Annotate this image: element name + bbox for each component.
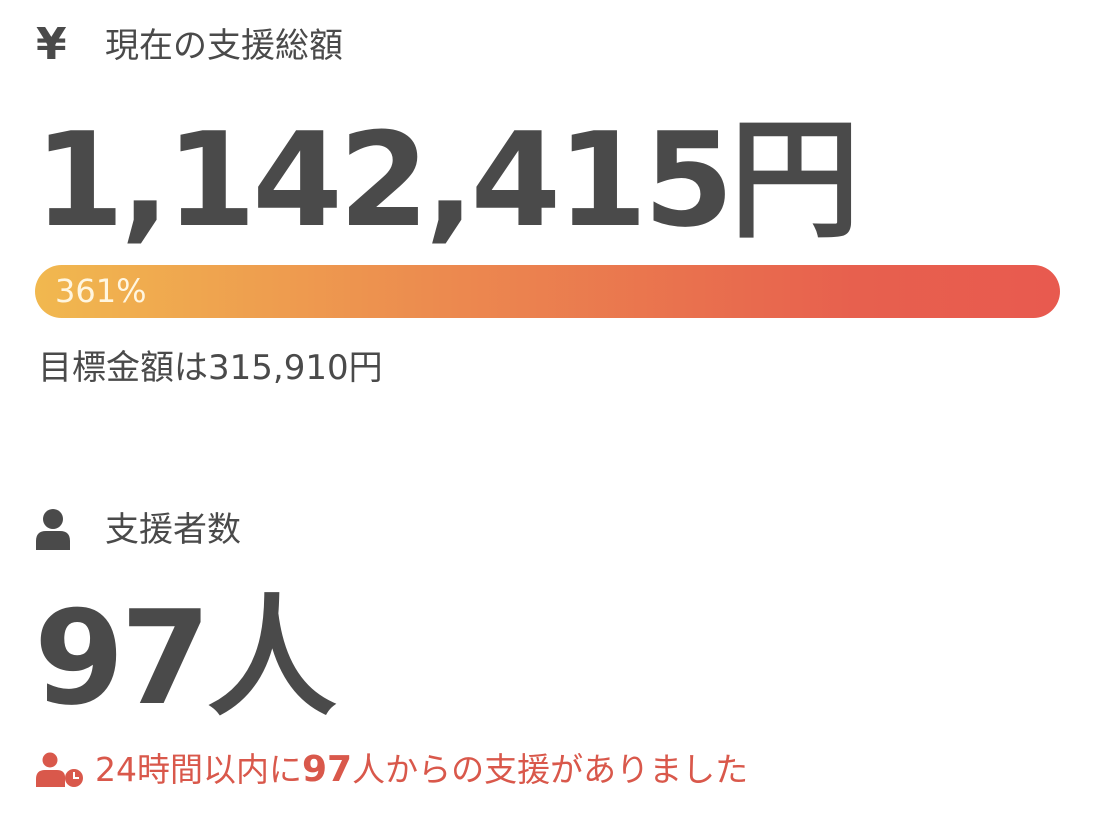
total-amount: 1,142,415円 bbox=[34, 104, 860, 256]
person-icon bbox=[35, 508, 71, 550]
yen-icon: ¥ bbox=[36, 19, 67, 70]
target-amount: 目標金額は315,910円 bbox=[38, 348, 383, 388]
total-label: 現在の支援総額 bbox=[105, 26, 343, 66]
recent-suffix: 人からの支援がありました bbox=[352, 750, 749, 789]
supporters-label: 支援者数 bbox=[105, 510, 241, 550]
supporters-count: 97人 bbox=[34, 582, 337, 734]
recent-prefix: 24時間以内に bbox=[95, 750, 302, 789]
person-clock-icon bbox=[36, 752, 86, 788]
progress-bar: 361% bbox=[35, 265, 1060, 318]
progress-label: 361% bbox=[55, 272, 147, 310]
recent-count: 97 bbox=[302, 749, 353, 790]
recent-supporters-text: 24時間以内に97人からの支援がありました bbox=[95, 750, 748, 790]
